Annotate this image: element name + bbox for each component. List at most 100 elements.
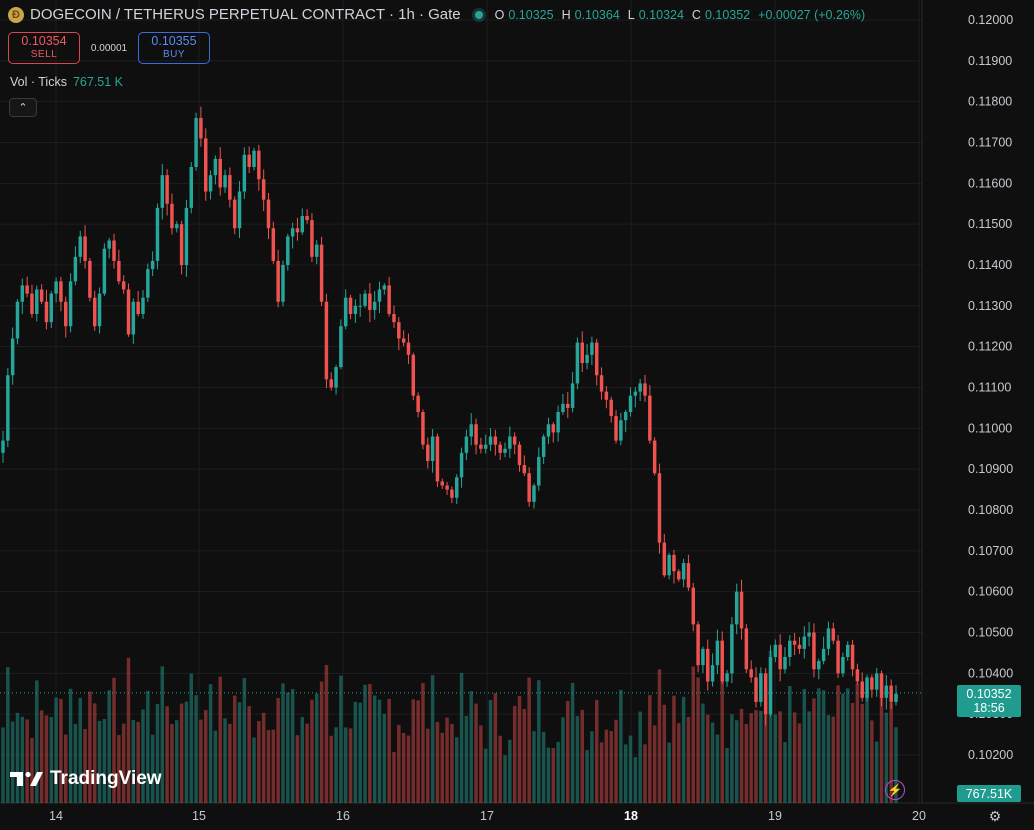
buy-price: 0.10355: [151, 34, 197, 48]
candle-body: [710, 665, 715, 682]
volume-bar: [421, 683, 425, 803]
volume-bar: [537, 680, 541, 803]
volume-bar: [754, 710, 758, 803]
volume-bar: [368, 684, 372, 803]
volume-bar: [628, 735, 633, 803]
volume-bar: [25, 719, 29, 803]
candle-body: [353, 305, 358, 314]
candle-body: [512, 436, 517, 445]
candle-body: [517, 444, 522, 466]
volume-bar: [850, 702, 855, 803]
x-tick-label: 15: [192, 809, 206, 823]
candle-body: [165, 175, 169, 204]
candle-body: [184, 207, 189, 265]
volume-bar: [382, 713, 387, 803]
candle-body: [652, 440, 657, 474]
y-tick-label: 0.11100: [968, 381, 1011, 395]
sell-button[interactable]: 0.10354 SELL: [8, 32, 80, 64]
candle-body: [232, 199, 237, 229]
sell-label: SELL: [30, 49, 58, 60]
candle-body: [826, 628, 831, 649]
volume-bar: [343, 727, 348, 803]
volume-bar: [889, 702, 893, 803]
candle-body: [223, 175, 227, 188]
y-tick-label: 0.11200: [968, 340, 1012, 354]
symbol-title[interactable]: DOGECOIN / TETHERUS PERPETUAL CONTRACT ·…: [30, 6, 461, 23]
candle-body: [160, 175, 165, 208]
volume-bar: [435, 721, 440, 803]
volume-bar: [266, 730, 271, 803]
candle-body: [242, 154, 247, 192]
candle-body: [479, 444, 483, 449]
volume-bar: [363, 684, 367, 803]
candle-body: [730, 624, 734, 674]
volume-bar: [416, 700, 420, 803]
candle-body: [778, 644, 782, 670]
volume-bar: [730, 714, 734, 803]
volume-bar: [807, 711, 811, 803]
volume-bar: [281, 683, 285, 803]
candle-body: [792, 640, 797, 645]
volume-bar: [49, 717, 54, 803]
candle-body: [261, 179, 266, 200]
volume-legend[interactable]: Vol · Ticks 767.51 K: [10, 75, 123, 89]
candle-body: [802, 636, 807, 649]
volume-bar: [590, 731, 594, 803]
volume-bar: [546, 747, 551, 803]
volume-bar: [392, 752, 396, 803]
candle-body: [49, 293, 54, 323]
buy-button[interactable]: 0.10355 BUY: [138, 32, 210, 64]
chart-header: Ð DOGECOIN / TETHERUS PERPETUAL CONTRACT…: [8, 6, 869, 23]
last-price-label: 0.10352 18:56: [957, 685, 1021, 717]
tradingview-logo-text: TradingView: [50, 768, 162, 789]
volume-bar: [242, 678, 247, 803]
candle-body: [372, 301, 377, 310]
gear-icon[interactable]: ⚙: [988, 807, 1002, 824]
volume-bar: [131, 720, 136, 803]
candle-body: [855, 669, 860, 682]
candle-body: [609, 399, 613, 417]
volume-bar: [310, 699, 314, 803]
candle-body: [382, 285, 387, 290]
candle-body: [392, 314, 396, 323]
lightning-icon[interactable]: ⚡: [885, 780, 905, 800]
volume-bar: [102, 719, 107, 803]
change-value: +0.00027 (+0.26%): [758, 7, 866, 22]
candle-body: [590, 342, 594, 355]
volume-bar: [469, 691, 473, 803]
volume-bar: [155, 703, 160, 803]
candle-body: [788, 640, 792, 657]
candle-body: [498, 444, 502, 453]
volume-bar: [792, 712, 797, 803]
last-price-value: 0.10352: [966, 687, 1012, 701]
tradingview-logo[interactable]: TradingView: [10, 768, 162, 790]
volume-bar: [802, 688, 807, 803]
volume-bar: [218, 676, 222, 803]
market-status-icon[interactable]: [474, 10, 483, 19]
volume-bar: [556, 741, 560, 803]
candle-body: [783, 657, 787, 670]
bar-countdown: 18:56: [973, 701, 1005, 715]
trade-panel: 0.10354 SELL 0.00001 0.10355 BUY: [8, 32, 210, 64]
collapse-legend-button[interactable]: ⌃: [9, 98, 37, 117]
candle-body: [324, 301, 329, 380]
candle-body: [68, 281, 73, 327]
volume-bar: [445, 717, 449, 803]
candle-body: [421, 412, 425, 445]
volume-bar: [73, 723, 78, 803]
candle-body: [503, 448, 507, 453]
open-value: 0.10325: [508, 7, 554, 22]
volume-bar: [734, 720, 739, 803]
volume-bar: [232, 695, 237, 803]
candle-body: [368, 293, 372, 310]
volume-bar: [836, 685, 840, 803]
candle-body: [213, 158, 218, 176]
low-label: L: [627, 7, 635, 22]
volume-bar: [64, 734, 68, 803]
volume-bar: [237, 702, 242, 803]
y-tick-label: 0.10800: [968, 503, 1013, 517]
volume-bar: [290, 689, 295, 803]
y-tick-label: 0.10700: [968, 544, 1013, 558]
volume-bar: [855, 683, 860, 803]
